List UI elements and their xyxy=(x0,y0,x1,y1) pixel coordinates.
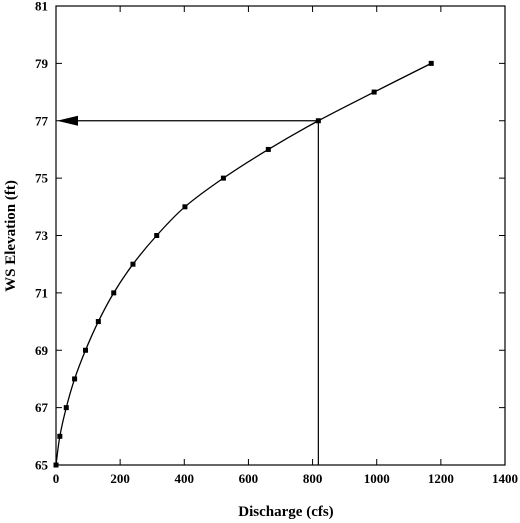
x-tick-label: 1400 xyxy=(492,471,518,486)
x-tick-label: 600 xyxy=(239,471,259,486)
y-tick-label: 77 xyxy=(35,113,49,128)
lookup-arrowhead xyxy=(57,115,78,126)
data-point-marker xyxy=(220,175,226,181)
data-point-marker xyxy=(53,462,59,468)
series-group xyxy=(53,60,434,468)
data-point-marker xyxy=(72,376,78,382)
x-tick-label: 1000 xyxy=(364,471,390,486)
y-tick-label: 73 xyxy=(35,228,49,243)
data-point-marker xyxy=(154,233,160,238)
x-axis-title: Discharge (cfs) xyxy=(238,504,333,520)
data-point-marker xyxy=(63,405,69,411)
data-point-marker xyxy=(315,118,321,124)
x-tick-label: 200 xyxy=(110,471,130,486)
x-tick-label: 800 xyxy=(303,471,323,486)
annotation-group xyxy=(57,115,319,465)
data-point-marker xyxy=(371,89,377,95)
y-tick-label: 65 xyxy=(35,458,49,473)
data-point-marker xyxy=(57,433,63,439)
data-point-marker xyxy=(182,204,188,210)
data-point-marker xyxy=(83,347,89,353)
y-tick-label: 79 xyxy=(35,56,49,71)
series-line xyxy=(55,62,432,466)
data-point-marker xyxy=(130,261,136,267)
y-tick-label: 67 xyxy=(35,400,49,415)
plot-frame xyxy=(55,5,506,466)
axis-titles-group: Discharge (cfs) WS Elevation (ft) xyxy=(3,180,334,520)
data-point-marker xyxy=(111,290,117,296)
data-point-marker xyxy=(95,319,101,325)
y-tick-label: 69 xyxy=(35,343,49,358)
y-axis-title: WS Elevation (ft) xyxy=(3,180,19,292)
axes-group: 0 200 400 600 800 1000 1200 1400 65 67 69 71 73 75 77 7… xyxy=(35,0,518,486)
x-tick-label: 1200 xyxy=(428,471,454,486)
y-tick-label: 81 xyxy=(35,0,48,14)
x-tick-label: 400 xyxy=(175,471,195,486)
y-tick-label: 71 xyxy=(35,285,48,300)
data-point-marker xyxy=(265,146,271,152)
data-point-marker xyxy=(428,60,434,66)
x-tick-label: 0 xyxy=(53,471,60,486)
y-tick-label: 75 xyxy=(35,171,49,186)
